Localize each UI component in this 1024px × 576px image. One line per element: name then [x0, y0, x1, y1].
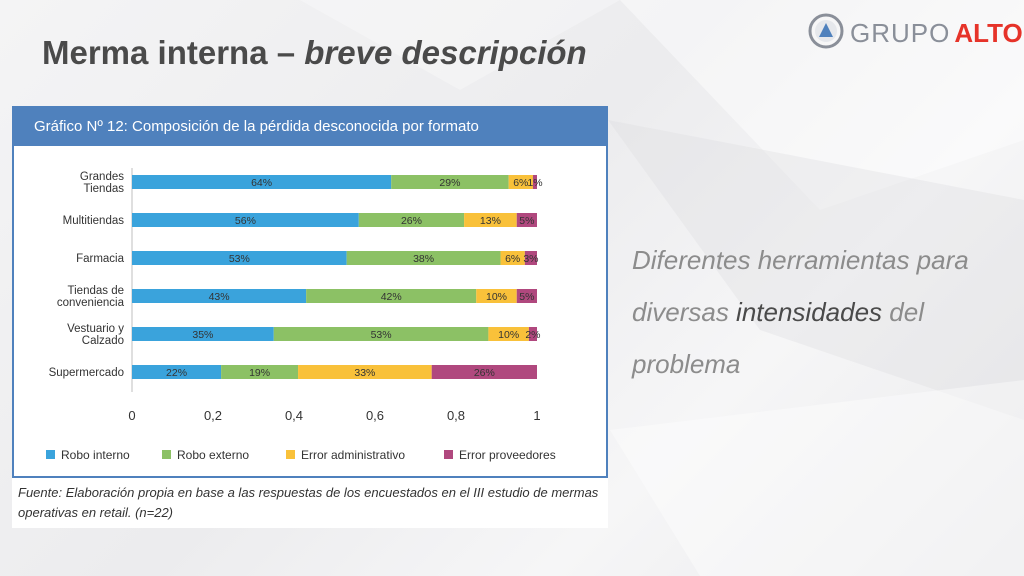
x-tick-label: 0 — [128, 408, 135, 423]
side-text-line2: diversas intensidades del — [632, 286, 1012, 338]
bar-segment — [132, 327, 274, 341]
chart-title: Gráfico Nº 12: Composición de la pérdida… — [34, 118, 479, 135]
data-label: 26% — [474, 367, 495, 379]
category-label-line: Multitiendas — [63, 215, 125, 227]
data-label: 64% — [251, 177, 272, 189]
data-label: 29% — [439, 177, 460, 189]
side-text-highlight: intensidades — [736, 297, 883, 327]
bar-segment — [273, 327, 489, 341]
bar-segment — [132, 251, 347, 265]
category-label-line: Tiendas — [84, 183, 125, 195]
bar-segment — [516, 213, 537, 227]
x-tick-label: 1 — [533, 408, 540, 423]
data-label: 5% — [519, 215, 534, 227]
data-label: 10% — [498, 329, 519, 341]
data-label: 33% — [354, 367, 375, 379]
legend-label: Error administrativo — [301, 448, 405, 462]
bar-segment — [516, 289, 537, 303]
category-label: Vestuario y Calzado — [67, 323, 124, 347]
bar-segment — [532, 175, 537, 189]
slide-title-main: Merma interna – — [42, 34, 305, 71]
bar-segment — [508, 175, 533, 189]
category-label: Farmacia — [76, 253, 125, 265]
category-label-line: conveniencia — [57, 297, 125, 309]
bar-segment — [528, 327, 537, 341]
legend-label: Error proveedores — [459, 448, 556, 462]
x-tick-label: 0,6 — [366, 408, 384, 423]
logo-word-grupo: GRUPO — [850, 18, 951, 48]
data-label: 38% — [413, 253, 434, 265]
legend-swatch — [46, 450, 55, 459]
data-label: 35% — [192, 329, 213, 341]
category-label-line: Farmacia — [76, 253, 125, 265]
bar-segment — [431, 365, 537, 379]
legend-swatch — [444, 450, 453, 459]
legend-swatch — [162, 450, 171, 459]
x-tick-label: 0,8 — [447, 408, 465, 423]
category-label: Grandes Tiendas — [80, 171, 124, 195]
data-label: 42% — [381, 291, 402, 303]
category-label-line: Grandes — [80, 171, 124, 183]
bar-segment — [306, 289, 477, 303]
bar-segment — [391, 175, 509, 189]
data-label: 6% — [513, 177, 528, 189]
category-label-line: Vestuario y — [67, 323, 124, 335]
bar-segment — [298, 365, 432, 379]
logo-word-alto: ALTO — [954, 18, 1023, 48]
data-label: 43% — [209, 291, 230, 303]
bar-segment — [132, 213, 359, 227]
chart-frame: Gráfico Nº 12: Composición de la pérdida… — [12, 106, 608, 478]
bar-segment — [476, 289, 517, 303]
logo-wordmark: GRUPO ALTO — [850, 18, 1023, 49]
data-label: 53% — [229, 253, 250, 265]
chart-header: Gráfico Nº 12: Composición de la pérdida… — [14, 108, 606, 146]
grupo-alto-logo: GRUPO ALTO — [808, 12, 1023, 50]
side-text-pre: diversas — [632, 297, 737, 327]
bar-segment — [358, 213, 465, 227]
legend-label: Robo interno — [61, 448, 130, 462]
data-label: 3% — [523, 253, 538, 265]
side-text-line3: problema — [632, 349, 741, 379]
data-label: 22% — [166, 367, 187, 379]
bar-segment — [488, 327, 529, 341]
stacked-bar-chart: Grandes Tiendas 64% 29% 6%1%Multitiendas 56% 2… — [46, 168, 556, 462]
bar-segment — [500, 251, 525, 265]
category-label-line: Tiendas de — [68, 285, 124, 297]
bar-segment — [221, 365, 299, 379]
bar-segment — [132, 365, 222, 379]
side-text: Diferentes herramientas para diversas in… — [632, 234, 1012, 390]
legend-swatch — [286, 450, 295, 459]
bar-segment — [524, 251, 537, 265]
category-label-line: Calzado — [82, 335, 124, 347]
data-label: 6% — [505, 253, 520, 265]
category-label-line: Supermercado — [49, 367, 124, 379]
x-tick-label: 0,4 — [285, 408, 303, 423]
bar-segment — [132, 175, 392, 189]
side-text-post: del — [882, 297, 924, 327]
data-label: 1% — [527, 177, 542, 189]
slide-title: Merma interna – breve descripción — [42, 34, 587, 72]
slide-title-italic: breve descripción — [304, 34, 587, 71]
data-label: 53% — [371, 329, 392, 341]
category-label: Supermercado — [49, 367, 124, 379]
data-label: 10% — [486, 291, 507, 303]
category-label: Tiendas de conveniencia — [57, 285, 125, 309]
data-label: 26% — [401, 215, 422, 227]
legend-label: Robo externo — [177, 448, 249, 462]
data-label: 13% — [480, 215, 501, 227]
data-label: 5% — [519, 291, 534, 303]
data-label: 56% — [235, 215, 256, 227]
side-text-line1: Diferentes herramientas para — [632, 245, 969, 275]
bar-segment — [346, 251, 501, 265]
bar-segment — [132, 289, 307, 303]
bar-segment — [464, 213, 517, 227]
triangle-circle-logo-icon — [808, 13, 844, 49]
x-tick-label: 0,2 — [204, 408, 222, 423]
data-label: 19% — [249, 367, 270, 379]
data-label: 2% — [525, 329, 540, 341]
source-note: Fuente: Elaboración propia en base a las… — [12, 478, 608, 528]
category-label: Multitiendas — [63, 215, 125, 227]
